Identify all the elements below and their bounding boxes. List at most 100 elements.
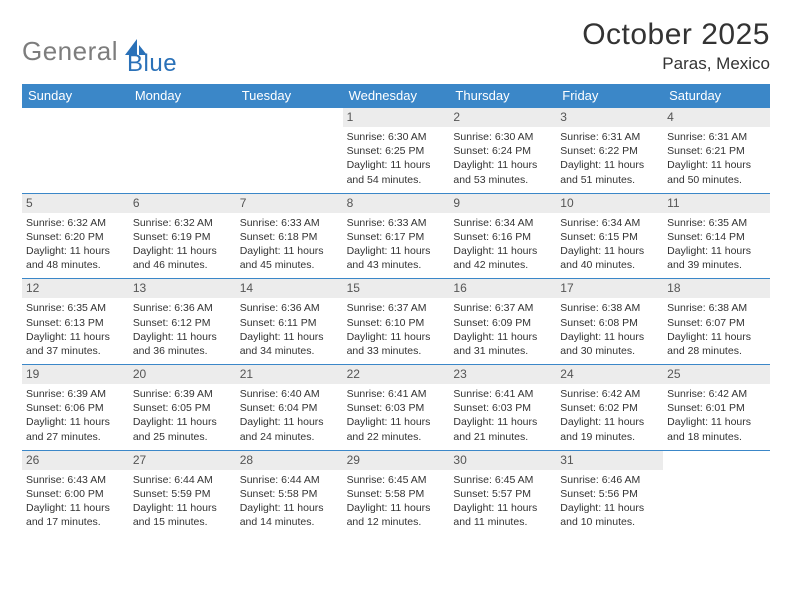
day-number: 30 [449, 451, 556, 470]
day-details: Sunrise: 6:39 AMSunset: 6:05 PMDaylight:… [133, 387, 232, 444]
day-cell: 14 Sunrise: 6:36 AMSunset: 6:11 PMDayligh… [236, 279, 343, 364]
daylight-line: Daylight: 11 hours and 48 minutes. [26, 244, 125, 272]
daylight-line: Daylight: 11 hours and 18 minutes. [667, 415, 766, 443]
sunset-line: Sunset: 6:17 PM [347, 230, 446, 244]
dow-friday: Friday [556, 84, 663, 108]
day-number: 16 [449, 279, 556, 298]
day-details: Sunrise: 6:30 AMSunset: 6:25 PMDaylight:… [347, 130, 446, 187]
sunset-line: Sunset: 6:08 PM [560, 316, 659, 330]
daylight-line: Daylight: 11 hours and 33 minutes. [347, 330, 446, 358]
sunrise-line: Sunrise: 6:45 AM [347, 473, 446, 487]
day-cell: 27Sunrise: 6:44 AMSunset: 5:59 PMDayligh… [129, 451, 236, 536]
day-number: 31 [556, 451, 663, 470]
day-number: 18 [663, 279, 770, 298]
day-details: Sunrise: 6:42 AMSunset: 6:02 PMDaylight:… [560, 387, 659, 444]
day-cell: 2Sunrise: 6:30 AMSunset: 6:24 PMDaylight… [449, 108, 556, 193]
day-number: 9 [449, 194, 556, 213]
day-number [236, 108, 343, 113]
daylight-line: Daylight: 11 hours and 27 minutes. [26, 415, 125, 443]
day-number: 28 [236, 451, 343, 470]
day-number: 22 [343, 365, 450, 384]
sunrise-line: Sunrise: 6:32 AM [26, 216, 125, 230]
day-number: 23 [449, 365, 556, 384]
weeks-container: 1 Sunrise: 6:30 AMSunset: 6:25 PMDaylight… [22, 108, 770, 535]
sunrise-line: Sunrise: 6:44 AM [133, 473, 232, 487]
sunrise-line: Sunrise: 6:37 AM [453, 301, 552, 315]
day-details: Sunrise: 6:35 AMSunset: 6:14 PMDaylight:… [667, 216, 766, 273]
sunset-line: Sunset: 5:59 PM [133, 487, 232, 501]
day-details: Sunrise: 6:43 AMSunset: 6:00 PMDaylight:… [26, 473, 125, 530]
sunset-line: Sunset: 6:20 PM [26, 230, 125, 244]
day-cell [663, 451, 770, 536]
day-number: 10 [556, 194, 663, 213]
day-number: 8 [343, 194, 450, 213]
day-number: 3 [556, 108, 663, 127]
day-number: 29 [343, 451, 450, 470]
sunrise-line: Sunrise: 6:31 AM [560, 130, 659, 144]
daylight-line: Daylight: 11 hours and 12 minutes. [347, 501, 446, 529]
day-cell: 9Sunrise: 6:34 AMSunset: 6:16 PMDaylight… [449, 194, 556, 279]
sunrise-line: Sunrise: 6:34 AM [453, 216, 552, 230]
sunrise-line: Sunrise: 6:41 AM [453, 387, 552, 401]
day-number: 14 [236, 279, 343, 298]
sunrise-line: Sunrise: 6:45 AM [453, 473, 552, 487]
day-details: Sunrise: 6:31 AMSunset: 6:21 PMDaylight:… [667, 130, 766, 187]
sunset-line: Sunset: 5:56 PM [560, 487, 659, 501]
location: Paras, Mexico [582, 54, 770, 74]
day-cell: 16Sunrise: 6:37 AMSunset: 6:09 PMDayligh… [449, 279, 556, 364]
day-number: 21 [236, 365, 343, 384]
sunset-line: Sunset: 6:03 PM [453, 401, 552, 415]
day-cell: 1 Sunrise: 6:30 AMSunset: 6:25 PMDaylight… [343, 108, 450, 193]
sunrise-line: Sunrise: 6:31 AM [667, 130, 766, 144]
daylight-line: Daylight: 11 hours and 22 minutes. [347, 415, 446, 443]
daylight-line: Daylight: 11 hours and 19 minutes. [560, 415, 659, 443]
sunset-line: Sunset: 6:25 PM [347, 144, 446, 158]
day-details: Sunrise: 6:32 AMSunset: 6:20 PMDaylight:… [26, 216, 125, 273]
daylight-line: Daylight: 11 hours and 15 minutes. [133, 501, 232, 529]
sunset-line: Sunset: 6:22 PM [560, 144, 659, 158]
day-details: Sunrise: 6:36 AMSunset: 6:11 PMDaylight:… [240, 301, 339, 358]
day-cell: 6Sunrise: 6:32 AMSunset: 6:19 PMDaylight… [129, 194, 236, 279]
sunset-line: Sunset: 6:13 PM [26, 316, 125, 330]
daylight-line: Daylight: 11 hours and 30 minutes. [560, 330, 659, 358]
day-cell: 30Sunrise: 6:45 AMSunset: 5:57 PMDayligh… [449, 451, 556, 536]
sunrise-line: Sunrise: 6:35 AM [667, 216, 766, 230]
sunset-line: Sunset: 5:58 PM [347, 487, 446, 501]
day-details: Sunrise: 6:45 AMSunset: 5:58 PMDaylight:… [347, 473, 446, 530]
sunrise-line: Sunrise: 6:43 AM [26, 473, 125, 487]
day-cell: 12Sunrise: 6:35 AMSunset: 6:13 PMDayligh… [22, 279, 129, 364]
day-cell: 5Sunrise: 6:32 AMSunset: 6:20 PMDaylight… [22, 194, 129, 279]
sunset-line: Sunset: 6:10 PM [347, 316, 446, 330]
sunset-line: Sunset: 6:00 PM [26, 487, 125, 501]
day-details: Sunrise: 6:31 AMSunset: 6:22 PMDaylight:… [560, 130, 659, 187]
day-details: Sunrise: 6:35 AMSunset: 6:13 PMDaylight:… [26, 301, 125, 358]
sunrise-line: Sunrise: 6:33 AM [240, 216, 339, 230]
day-number: 26 [22, 451, 129, 470]
sunrise-line: Sunrise: 6:34 AM [560, 216, 659, 230]
daylight-line: Daylight: 11 hours and 50 minutes. [667, 158, 766, 186]
logo-text-gray: General [22, 36, 118, 67]
day-cell: 31Sunrise: 6:46 AMSunset: 5:56 PMDayligh… [556, 451, 663, 536]
day-cell: 18Sunrise: 6:38 AMSunset: 6:07 PMDayligh… [663, 279, 770, 364]
sunset-line: Sunset: 6:01 PM [667, 401, 766, 415]
sunset-line: Sunset: 6:09 PM [453, 316, 552, 330]
day-number: 7 [236, 194, 343, 213]
day-cell [236, 108, 343, 193]
week-row: 12Sunrise: 6:35 AMSunset: 6:13 PMDayligh… [22, 279, 770, 365]
dow-thursday: Thursday [449, 84, 556, 108]
dow-sunday: Sunday [22, 84, 129, 108]
day-cell: 25Sunrise: 6:42 AMSunset: 6:01 PMDayligh… [663, 365, 770, 450]
daylight-line: Daylight: 11 hours and 28 minutes. [667, 330, 766, 358]
day-details: Sunrise: 6:40 AMSunset: 6:04 PMDaylight:… [240, 387, 339, 444]
day-details: Sunrise: 6:34 AMSunset: 6:15 PMDaylight:… [560, 216, 659, 273]
day-number [663, 451, 770, 456]
day-cell: 23Sunrise: 6:41 AMSunset: 6:03 PMDayligh… [449, 365, 556, 450]
daylight-line: Daylight: 11 hours and 45 minutes. [240, 244, 339, 272]
day-details: Sunrise: 6:39 AMSunset: 6:06 PMDaylight:… [26, 387, 125, 444]
sunrise-line: Sunrise: 6:38 AM [560, 301, 659, 315]
day-number: 4 [663, 108, 770, 127]
day-cell: 28 Sunrise: 6:44 AMSunset: 5:58 PMDayligh… [236, 451, 343, 536]
day-details: Sunrise: 6:44 AMSunset: 5:58 PMDaylight:… [240, 473, 339, 530]
day-number: 1 [343, 108, 450, 127]
day-cell: 21 Sunrise: 6:40 AMSunset: 6:04 PMDayligh… [236, 365, 343, 450]
